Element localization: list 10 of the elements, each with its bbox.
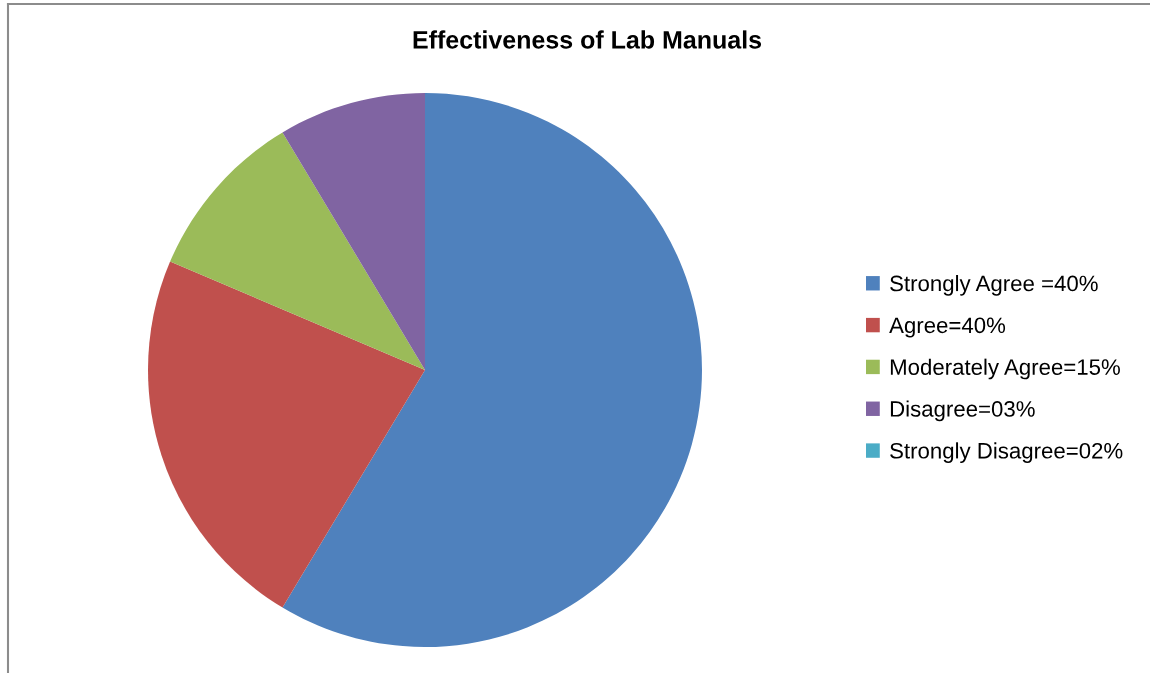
pie-slice xyxy=(282,93,425,370)
legend-label: Moderately Agree=15% xyxy=(890,358,1120,380)
pie-slice xyxy=(282,93,702,647)
legend-label: Strongly Disagree=02% xyxy=(890,442,1123,464)
pie-slice xyxy=(170,132,425,370)
chart-title: Effectiveness of Lab Manuals xyxy=(413,30,762,49)
pie-slice xyxy=(148,261,425,608)
legend-label: Disagree=03% xyxy=(890,400,1035,422)
legend-label: Agree=40% xyxy=(889,317,1006,338)
legend-label: Strongly Agree =40% xyxy=(890,274,1098,296)
